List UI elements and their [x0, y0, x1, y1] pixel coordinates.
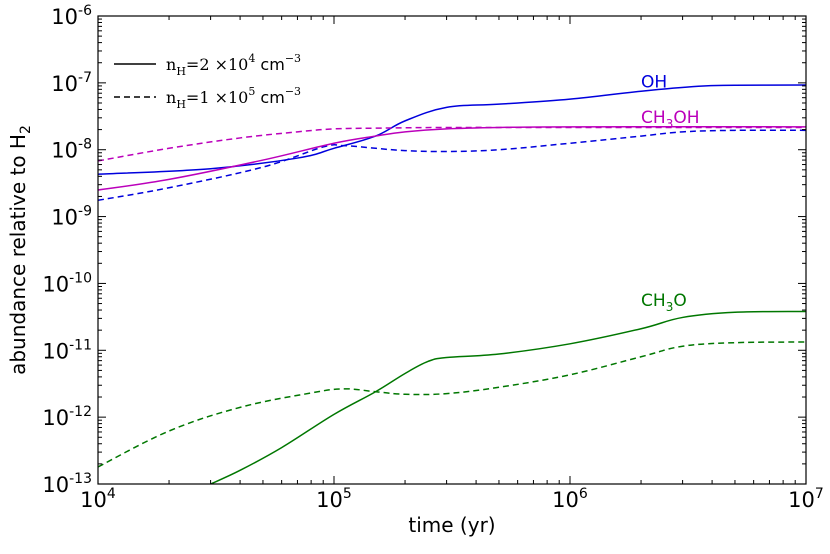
series-line-oh-solid — [98, 84, 806, 175]
species-label-ch3o: CH3O — [641, 291, 687, 314]
x-tick-label: 104 — [80, 486, 116, 512]
species-label-oh: OH — [641, 73, 667, 93]
y-tick-label: 10-11 — [42, 337, 92, 363]
series-line-ch3oh-solid — [98, 126, 806, 191]
legend-label-solid: nH=2 ×104 cm−3 — [166, 52, 301, 78]
series-line-ch3o-dashed — [98, 341, 806, 468]
species-label-ch3oh: CH3OH — [641, 108, 699, 131]
y-tick-label: 10-13 — [42, 471, 92, 497]
x-axis-label: time (yr) — [408, 513, 495, 537]
x-tick-label: 106 — [552, 486, 588, 512]
y-tick-label: 10-8 — [51, 137, 92, 163]
series-line-ch3oh-dashed — [98, 126, 806, 162]
y-tick-label: 10-9 — [51, 204, 92, 230]
y-axis-label: abundance relative to H2 — [6, 125, 34, 375]
plot-frame — [97, 15, 807, 485]
y-axis-label-text: abundance relative to H — [6, 134, 30, 375]
y-tick-label: 10-6 — [51, 3, 92, 29]
x-tick-label: 105 — [316, 486, 352, 512]
series-line-ch3o-solid — [210, 310, 806, 484]
tick-labels-layer: 104 105 106 107 10-13 10-12 10-11 10-10 10-9 10-8… — [42, 3, 823, 512]
legend-label-dashed: nH=1 ×105 cm−3 — [166, 85, 301, 111]
y-tick-label: 10-10 — [42, 270, 92, 296]
y-tick-label: 10-7 — [51, 70, 92, 96]
series-line-oh-dashed — [98, 129, 806, 202]
series-layer — [98, 84, 806, 484]
y-tick-label: 10-12 — [42, 404, 92, 430]
x-tick-label: 107 — [788, 486, 824, 512]
ticks-layer — [97, 15, 807, 485]
species-labels: OH CH3OH CH3O — [641, 73, 699, 314]
y-axis-label-sub: 2 — [18, 125, 34, 134]
legend: nH=2 ×104 cm−3 nH=1 ×105 cm−3 — [114, 52, 301, 111]
